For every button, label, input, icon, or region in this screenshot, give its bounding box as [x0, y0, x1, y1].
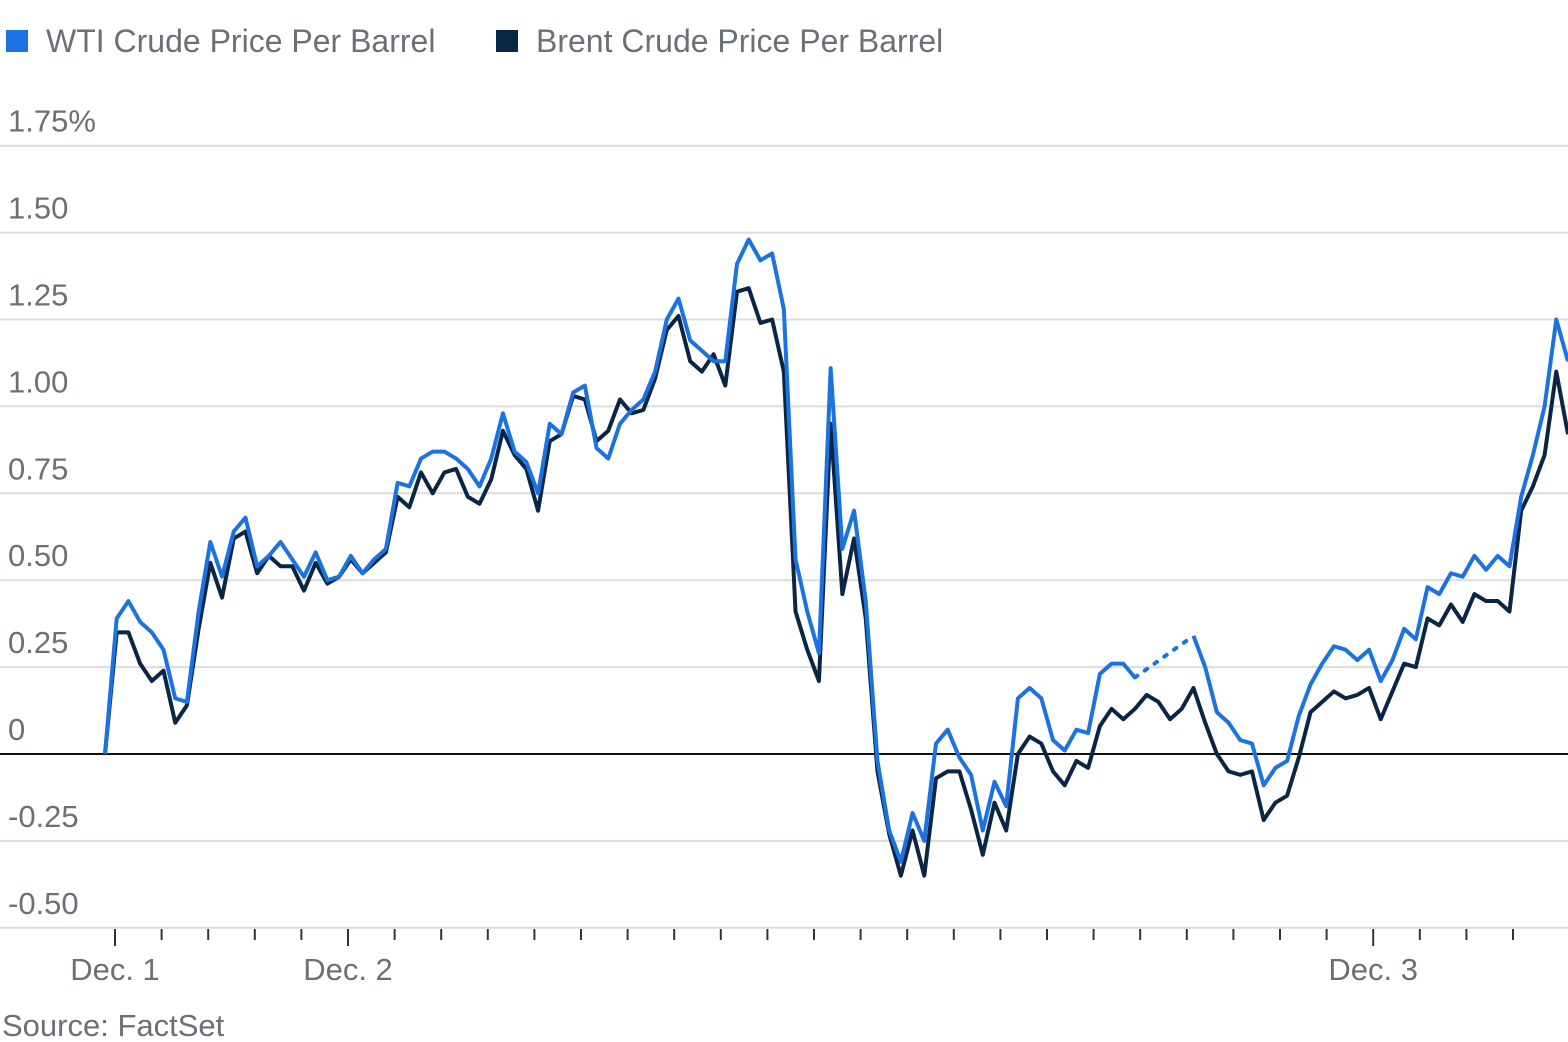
x-tick-label: Dec. 1 — [70, 952, 160, 987]
y-tick-label: -0.50 — [8, 886, 79, 921]
y-tick-label: -0.25 — [8, 799, 79, 834]
y-tick-label: 0.75 — [8, 451, 68, 486]
legend-label-brent: Brent Crude Price Per Barrel — [536, 23, 943, 59]
y-tick-label: 1.75% — [8, 104, 96, 139]
missing-data-dotted-line — [1132, 633, 1196, 680]
legend: WTI Crude Price Per Barrel Brent Crude P… — [6, 23, 943, 59]
series-lines — [103, 237, 1568, 878]
x-tick-label: Dec. 2 — [303, 952, 393, 987]
y-grid: 1.75% 1.50 1.25 1.00 0.75 0.50 0.25 0 -0.25 -0.50 — [0, 104, 1568, 929]
y-tick-label: 0 — [8, 712, 25, 747]
y-tick-label: 1.25 — [8, 278, 68, 313]
y-tick-label: 0.50 — [8, 538, 68, 573]
series-wti — [103, 237, 1568, 864]
y-tick-label: 1.50 — [8, 191, 68, 226]
legend-swatch-wti — [6, 30, 28, 52]
y-tick-label: 0.25 — [8, 625, 68, 660]
legend-swatch-brent — [496, 30, 518, 52]
series-brent — [103, 286, 1568, 878]
series-line — [103, 286, 1568, 878]
legend-label-wti: WTI Crude Price Per Barrel — [46, 23, 435, 59]
source-note: Source: FactSet — [2, 1008, 225, 1042]
x-tick-label: Dec. 3 — [1328, 952, 1418, 987]
y-tick-label: 1.00 — [8, 364, 68, 399]
x-axis: Dec. 1 Dec. 2 Dec. 3 — [70, 929, 1514, 987]
series-line — [103, 237, 1137, 864]
